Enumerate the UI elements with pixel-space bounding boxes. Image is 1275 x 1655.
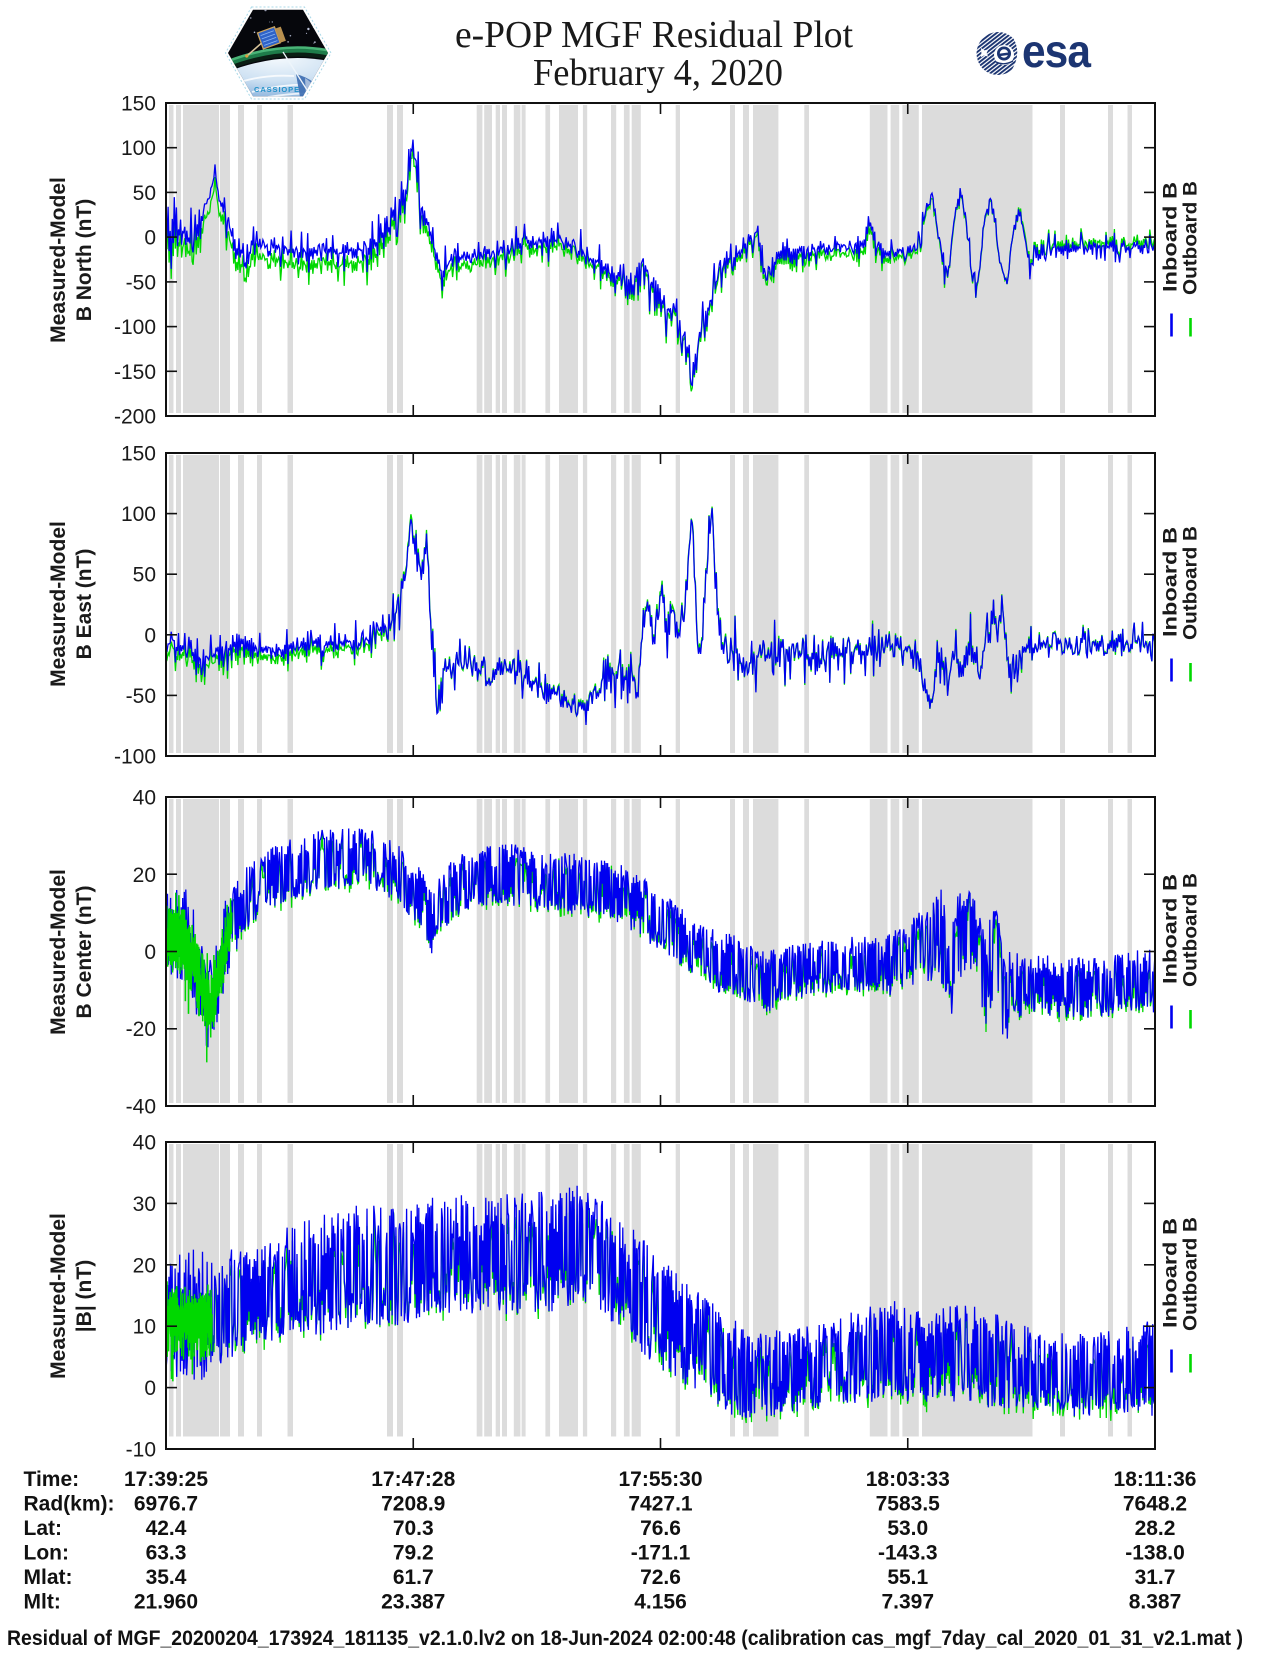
svg-text:Time:: Time: [24,1468,80,1491]
svg-text:7583.5: 7583.5 [876,1493,941,1516]
svg-text:17:55:30: 17:55:30 [618,1468,702,1491]
svg-text:18:11:36: 18:11:36 [1114,1468,1197,1491]
svg-text:40: 40 [133,787,156,810]
svg-text:Rad(km):: Rad(km): [24,1493,115,1516]
svg-text:20: 20 [133,1254,156,1277]
svg-text:61.7: 61.7 [393,1566,434,1589]
svg-text:40: 40 [133,1132,156,1155]
svg-text:18:03:33: 18:03:33 [866,1468,950,1491]
svg-text:-100: -100 [114,746,156,769]
svg-text:35.4: 35.4 [146,1566,187,1589]
svg-text:Outboard B: Outboard B [1181,1217,1202,1331]
svg-text:|B| (nT): |B| (nT) [73,1260,96,1332]
svg-text:Outboard B: Outboard B [1181,181,1202,295]
svg-text:100: 100 [121,137,156,160]
svg-text:e-POP MGF Residual Plot: e-POP MGF Residual Plot [455,14,853,56]
svg-text:-10: -10 [126,1439,156,1462]
svg-text:50: 50 [133,564,156,587]
svg-text:Measured-Model: Measured-Model [47,869,70,1035]
svg-text:0: 0 [144,624,156,647]
svg-text:-200: -200 [114,406,156,429]
svg-text:7427.1: 7427.1 [628,1493,693,1516]
svg-text:42.4: 42.4 [146,1517,187,1540]
svg-text:Inboard B: Inboard B [1161,182,1182,292]
svg-text:-143.3: -143.3 [878,1542,938,1565]
svg-text:6976.7: 6976.7 [134,1493,198,1516]
svg-text:-50: -50 [126,271,156,294]
svg-text:0: 0 [144,941,156,964]
svg-text:0: 0 [144,227,156,250]
svg-text:B North (nT): B North (nT) [73,199,96,321]
svg-text:-50: -50 [126,685,156,708]
svg-text:7648.2: 7648.2 [1123,1493,1187,1516]
svg-text:Outboard B: Outboard B [1181,526,1202,640]
svg-text:-20: -20 [126,1018,156,1041]
svg-text:20: 20 [133,864,156,887]
svg-text:100: 100 [121,503,156,526]
svg-text:B Center (nT): B Center (nT) [73,886,96,1019]
svg-text:30: 30 [133,1193,156,1216]
svg-text:150: 150 [121,443,156,466]
svg-text:Mlt:: Mlt: [24,1591,61,1614]
svg-text:70.3: 70.3 [393,1517,434,1540]
svg-text:7208.9: 7208.9 [381,1493,445,1516]
svg-text:CASSIOPE: CASSIOPE [254,85,300,94]
svg-text:72.6: 72.6 [640,1566,681,1589]
svg-text:Inboard B: Inboard B [1161,874,1182,984]
svg-text:-100: -100 [114,316,156,339]
svg-text:76.6: 76.6 [640,1517,681,1540]
svg-text:17:39:25: 17:39:25 [124,1468,208,1491]
svg-text:Outboard B: Outboard B [1181,873,1202,987]
svg-text:23.387: 23.387 [381,1591,445,1614]
svg-text:Lon:: Lon: [24,1542,69,1565]
svg-text:10: 10 [133,1316,156,1339]
svg-text:-150: -150 [114,361,156,384]
svg-text:Mlat:: Mlat: [24,1566,73,1589]
svg-text:63.3: 63.3 [146,1542,187,1565]
svg-text:-171.1: -171.1 [631,1542,691,1565]
svg-text:Residual of MGF_20200204_17392: Residual of MGF_20200204_173924_181135_v… [7,1627,1243,1650]
svg-text:28.2: 28.2 [1135,1517,1176,1540]
svg-text:8.387: 8.387 [1129,1591,1182,1614]
svg-text:-40: -40 [126,1096,156,1119]
svg-text:Measured-Model: Measured-Model [47,1213,70,1379]
svg-text:Lat:: Lat: [24,1517,63,1540]
svg-text:Inboard B: Inboard B [1161,527,1182,637]
svg-text:Measured-Model: Measured-Model [47,177,70,343]
svg-text:79.2: 79.2 [393,1542,434,1565]
svg-text:4.156: 4.156 [634,1591,687,1614]
svg-text:February 4, 2020: February 4, 2020 [533,52,783,94]
svg-text:7.397: 7.397 [881,1591,934,1614]
svg-text:esa: esa [1022,25,1091,77]
svg-text:Measured-Model: Measured-Model [47,521,70,687]
svg-text:50: 50 [133,182,156,205]
svg-text:Inboard B: Inboard B [1161,1218,1182,1328]
svg-text:0: 0 [144,1377,156,1400]
svg-text:55.1: 55.1 [887,1566,928,1589]
svg-text:B East (nT): B East (nT) [73,549,96,660]
svg-text:17:47:28: 17:47:28 [371,1468,455,1491]
svg-text:53.0: 53.0 [887,1517,928,1540]
svg-text:-138.0: -138.0 [1125,1542,1185,1565]
svg-text:31.7: 31.7 [1135,1566,1176,1589]
svg-text:150: 150 [121,93,156,116]
svg-text:21.960: 21.960 [134,1591,198,1614]
